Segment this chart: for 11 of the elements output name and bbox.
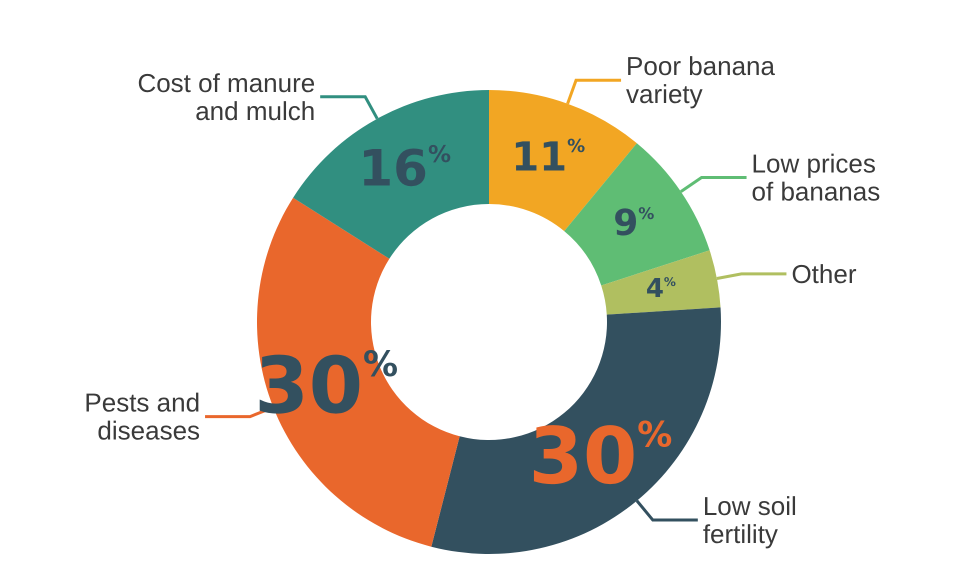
- data-label: 11%: [511, 134, 586, 180]
- data-label: 4%: [646, 274, 676, 304]
- slice-label: Pests and diseases: [84, 388, 200, 446]
- slice-label: Low soil fertility: [702, 491, 797, 550]
- slice-label: Low prices of bananas: [752, 148, 880, 207]
- data-label: 30%: [528, 412, 672, 502]
- data-label: 9%: [613, 203, 654, 244]
- data-label: 16%: [358, 140, 452, 198]
- slice-label: Cost of manure and mulch: [137, 68, 316, 126]
- slice-label: Poor banana variety: [626, 51, 776, 110]
- slice-label: Other: [791, 258, 857, 289]
